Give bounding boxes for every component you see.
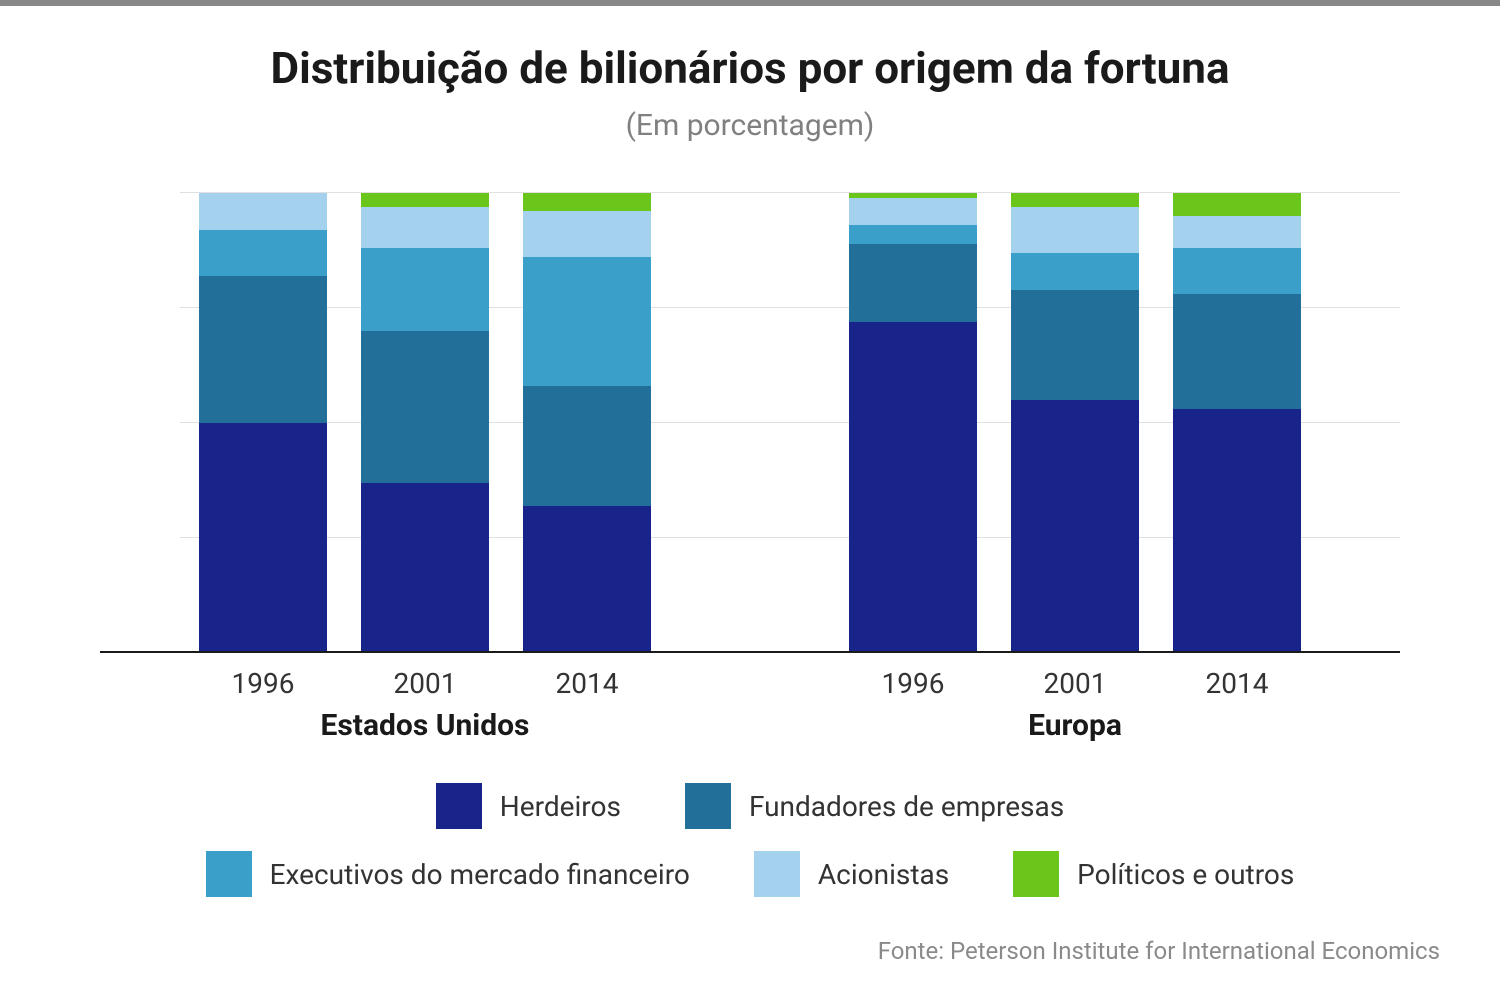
- year-labels: 1996 2001 2014: [199, 667, 651, 700]
- legend-swatch: [206, 851, 252, 897]
- bar-column: [1011, 193, 1139, 653]
- bar-column: [849, 193, 977, 653]
- bar-segment-herdeiros: [523, 506, 651, 653]
- x-axis-group: 1996 2001 2014 Europa: [750, 653, 1400, 743]
- legend-swatch: [754, 851, 800, 897]
- bar-segment-herdeiros: [1173, 409, 1301, 653]
- bar-segment-fundadores: [1173, 294, 1301, 409]
- chart-plot-area: 199620012014Estados Unidos199620012014Eu…: [100, 193, 1400, 653]
- bar-segment-fundadores: [849, 244, 977, 322]
- legend-item-fundadores: Fundadores de empresas: [685, 783, 1064, 829]
- bar-segment-politicos: [1173, 193, 1301, 216]
- bar-segment-acionistas: [199, 193, 327, 230]
- year-label: 1996: [199, 667, 327, 700]
- chart-container: Distribuição de bilionários por origem d…: [0, 6, 1500, 985]
- bars-row: [750, 193, 1400, 653]
- bar-segment-politicos: [361, 193, 489, 207]
- group-label: Europa: [1028, 708, 1122, 743]
- chart-source: Fonte: Peterson Institute for Internatio…: [40, 937, 1460, 965]
- bar-segment-executivos: [1173, 248, 1301, 294]
- bar-segment-politicos: [1011, 193, 1139, 207]
- bar-column: [199, 193, 327, 653]
- bar-segment-fundadores: [523, 386, 651, 506]
- legend-swatch: [1013, 851, 1059, 897]
- group-label: Estados Unidos: [321, 708, 530, 743]
- year-label: 2014: [1173, 667, 1301, 700]
- legend-swatch: [685, 783, 731, 829]
- bar-segment-acionistas: [361, 207, 489, 248]
- bar-group: [100, 193, 750, 653]
- bar-segment-executivos: [523, 257, 651, 386]
- bar-segment-executivos: [361, 248, 489, 331]
- year-labels: 1996 2001 2014: [849, 667, 1301, 700]
- legend-label: Herdeiros: [500, 790, 621, 823]
- legend-row: Herdeiros Fundadores de empresas: [436, 783, 1064, 829]
- stacked-bar: [849, 193, 977, 653]
- bar-segment-acionistas: [1173, 216, 1301, 248]
- chart-subtitle: (Em porcentagem): [40, 108, 1460, 143]
- bar-group: [750, 193, 1400, 653]
- stacked-bar: [1173, 193, 1301, 653]
- bar-segment-acionistas: [523, 211, 651, 257]
- legend-label: Executivos do mercado financeiro: [270, 858, 690, 891]
- legend-label: Políticos e outros: [1077, 858, 1294, 891]
- bar-segment-fundadores: [199, 276, 327, 423]
- bar-segment-herdeiros: [849, 322, 977, 653]
- legend-item-politicos: Políticos e outros: [1013, 851, 1294, 897]
- legend-row: Executivos do mercado financeiro Acionist…: [206, 851, 1295, 897]
- bar-segment-executivos: [199, 230, 327, 276]
- bar-segment-fundadores: [361, 331, 489, 483]
- legend-item-acionistas: Acionistas: [754, 851, 949, 897]
- year-label: 2001: [361, 667, 489, 700]
- stacked-bar: [361, 193, 489, 653]
- year-label: 2014: [523, 667, 651, 700]
- bar-segment-acionistas: [849, 198, 977, 226]
- legend-item-herdeiros: Herdeiros: [436, 783, 621, 829]
- legend-label: Acionistas: [818, 858, 949, 891]
- legend-item-executivos: Executivos do mercado financeiro: [206, 851, 690, 897]
- chart-legend: Herdeiros Fundadores de empresas Executivo…: [40, 783, 1460, 897]
- x-axis-group: 1996 2001 2014 Estados Unidos: [100, 653, 750, 743]
- stacked-bar: [523, 193, 651, 653]
- stacked-bar: [199, 193, 327, 653]
- year-label: 1996: [849, 667, 977, 700]
- stacked-bar: [1011, 193, 1139, 653]
- bar-column: [523, 193, 651, 653]
- bar-segment-herdeiros: [361, 483, 489, 653]
- bar-segment-herdeiros: [1011, 400, 1139, 653]
- x-axis-labels: 1996 2001 2014 Estados Unidos 1996 2001 2014 Eu…: [100, 653, 1400, 743]
- bar-segment-executivos: [849, 225, 977, 243]
- bar-column: [1173, 193, 1301, 653]
- bar-column: [361, 193, 489, 653]
- bar-groups: [100, 193, 1400, 653]
- bar-segment-herdeiros: [199, 423, 327, 653]
- bar-segment-acionistas: [1011, 207, 1139, 253]
- bar-segment-politicos: [523, 193, 651, 211]
- bars-row: [100, 193, 750, 653]
- bar-segment-executivos: [1011, 253, 1139, 290]
- bar-segment-fundadores: [1011, 290, 1139, 400]
- chart-title: Distribuição de bilionários por origem d…: [40, 42, 1460, 94]
- legend-swatch: [436, 783, 482, 829]
- legend-label: Fundadores de empresas: [749, 790, 1064, 823]
- year-label: 2001: [1011, 667, 1139, 700]
